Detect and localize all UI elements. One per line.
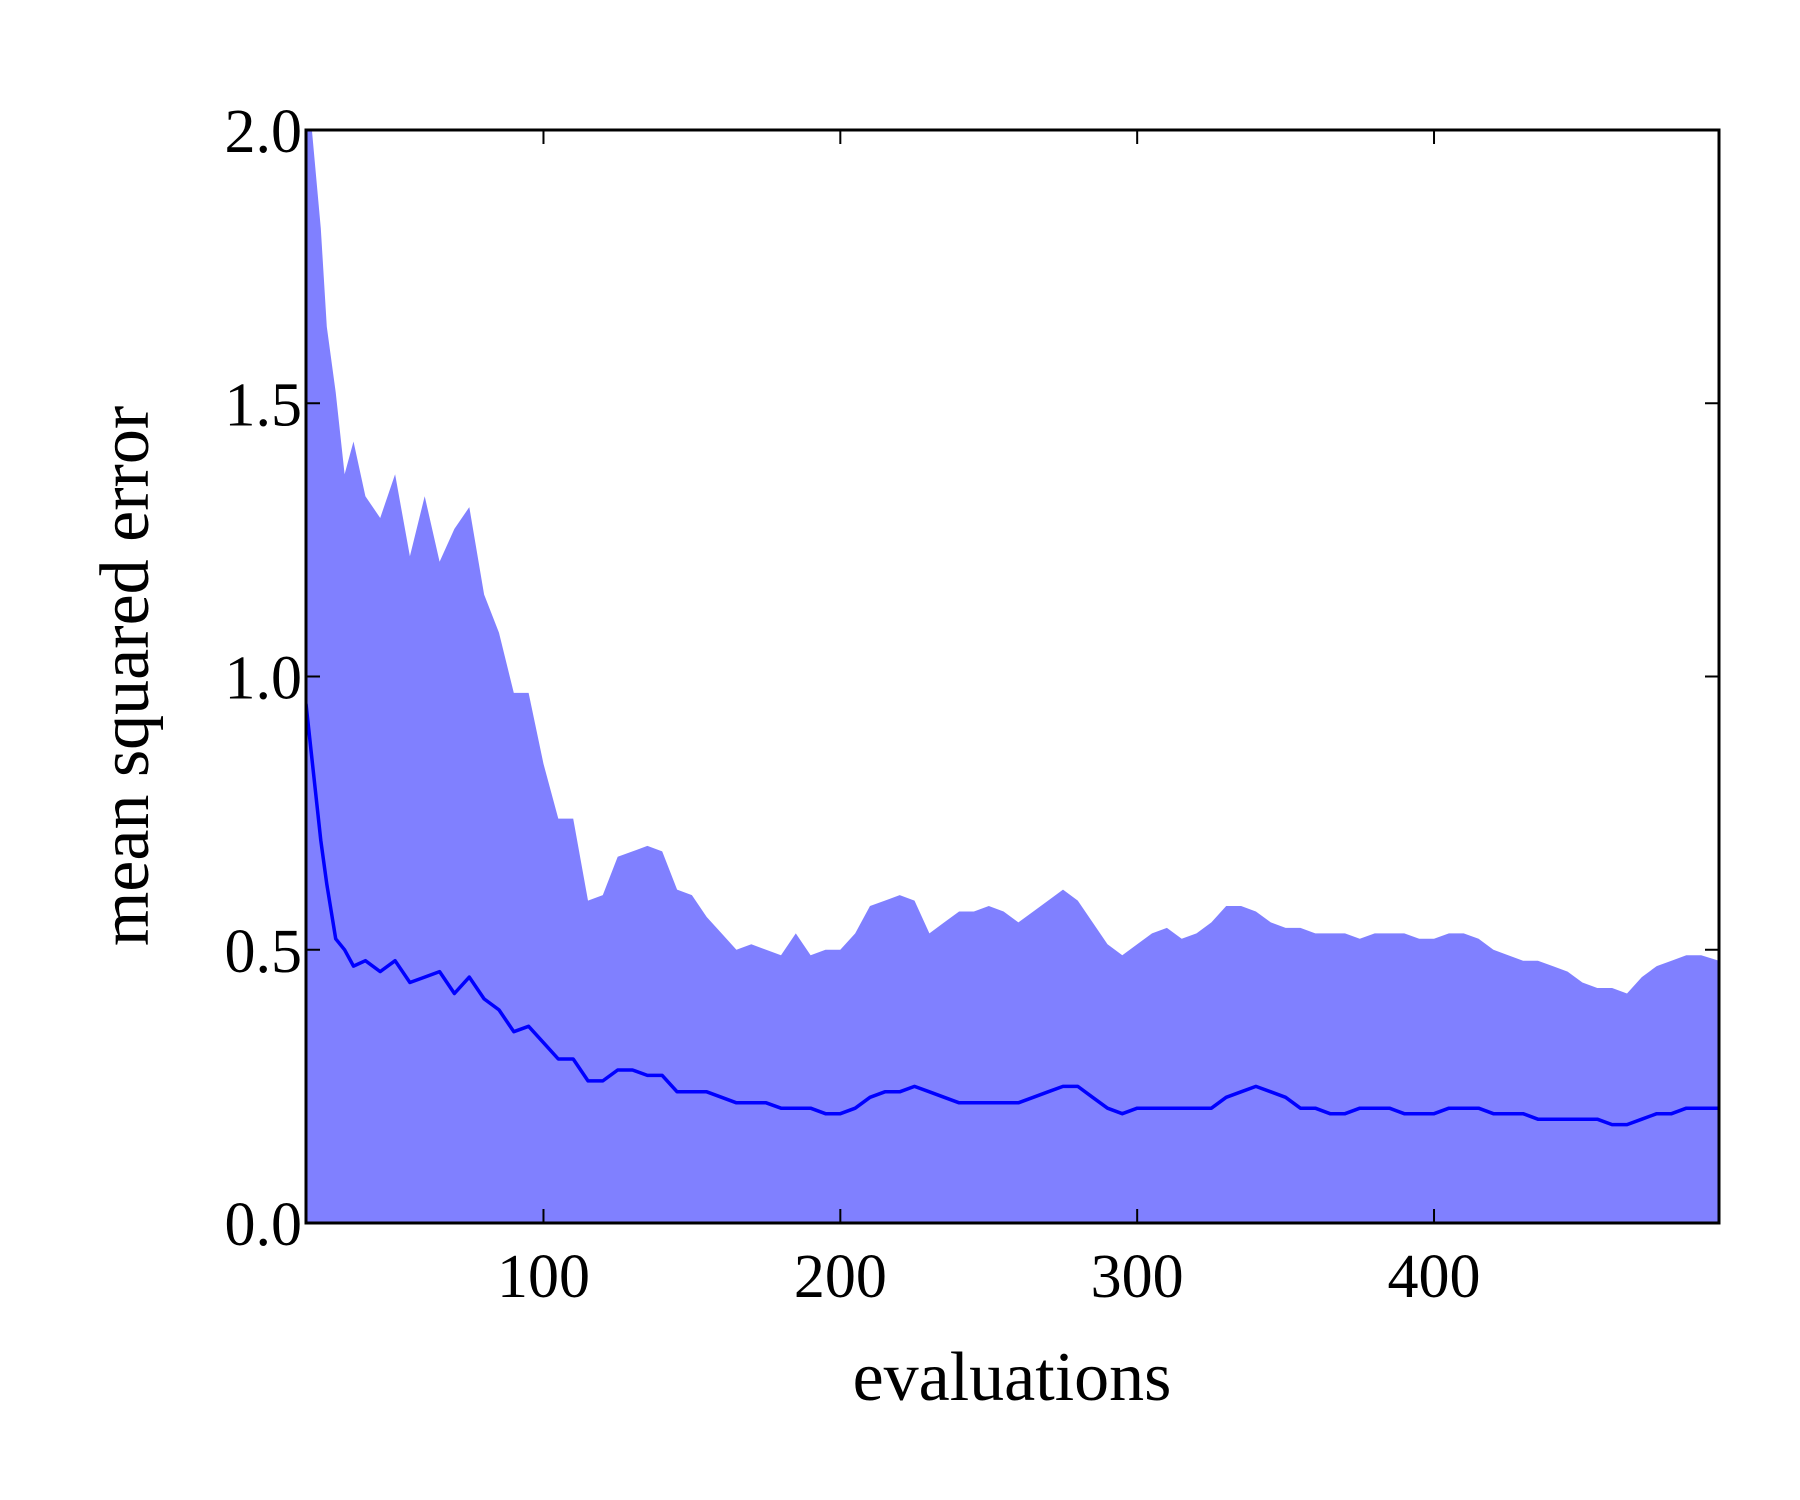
y-axis-label: mean squared error (87, 406, 164, 946)
area (306, 130, 1719, 1223)
x-axis-label: evaluations (853, 1339, 1172, 1416)
y-tick-label: 2.0 (225, 98, 303, 166)
line (306, 703, 1719, 1127)
y-tick-label: 0.0 (225, 1191, 303, 1259)
x-tick-label: 100 (497, 1243, 590, 1311)
y-tick-label: 1.0 (225, 645, 303, 713)
x-tick-label: 300 (1091, 1243, 1184, 1311)
y-tick-label: 0.5 (225, 918, 303, 986)
y-tick-label: 1.5 (225, 371, 303, 439)
x-tick-label: 400 (1388, 1243, 1481, 1311)
x-tick-label: 200 (794, 1243, 887, 1311)
